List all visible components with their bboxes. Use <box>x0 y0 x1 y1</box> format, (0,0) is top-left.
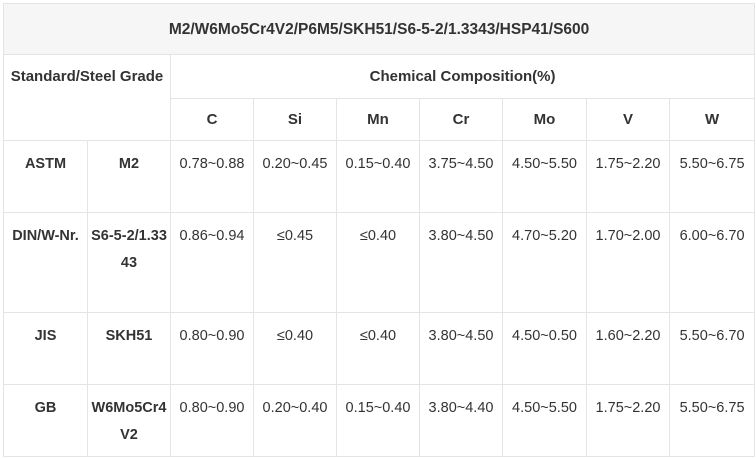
table-title: M2/W6Mo5Cr4V2/P6M5/SKH51/S6-5-2/1.3343/H… <box>2 3 756 55</box>
composition-table: M2/W6Mo5Cr4V2/P6M5/SKH51/S6-5-2/1.3343/H… <box>2 3 756 457</box>
value-cell-w: 5.50~6.75 <box>668 140 756 213</box>
value-cell-cr: 3.75~4.50 <box>419 140 503 213</box>
value-cell-c: 0.80~0.90 <box>170 384 254 457</box>
value-cell-c: 0.86~0.94 <box>170 212 254 313</box>
value-cell-si: ≤0.45 <box>253 212 337 313</box>
value-cell-v: 1.75~2.20 <box>586 384 670 457</box>
value-cell-cr: 3.80~4.40 <box>419 384 503 457</box>
grade-cell: SKH51 <box>87 312 171 385</box>
standard-cell: DIN/W-Nr. <box>3 212 88 313</box>
grade-cell: W6Mo5Cr4V2 <box>87 384 171 457</box>
value-cell-c: 0.78~0.88 <box>170 140 254 213</box>
element-header-v: V <box>586 98 670 141</box>
value-cell-si: ≤0.40 <box>253 312 337 385</box>
chemical-composition-header: Chemical Composition(%) <box>169 54 756 99</box>
element-header-mo: Mo <box>502 98 587 141</box>
element-header-w: W <box>668 98 756 141</box>
table-row: JIS SKH51 0.80~0.90 ≤0.40 ≤0.40 3.80~4.5… <box>3 312 756 385</box>
value-cell-cr: 3.80~4.50 <box>419 212 503 313</box>
value-cell-si: 0.20~0.40 <box>253 384 337 457</box>
element-header-si: Si <box>253 98 337 141</box>
value-cell-mo: 4.50~5.50 <box>502 384 587 457</box>
element-header-cr: Cr <box>419 98 503 141</box>
value-cell-w: 6.00~6.70 <box>668 212 756 313</box>
table-row: ASTM M2 0.78~0.88 0.20~0.45 0.15~0.40 3.… <box>3 140 756 213</box>
table-row: GB W6Mo5Cr4V2 0.80~0.90 0.20~0.40 0.15~0… <box>3 384 756 457</box>
value-cell-mn: ≤0.40 <box>336 212 420 313</box>
value-cell-si: 0.20~0.45 <box>253 140 337 213</box>
value-cell-w: 5.50~6.70 <box>668 312 756 385</box>
value-cell-c: 0.80~0.90 <box>170 312 254 385</box>
value-cell-mo: 4.50~5.50 <box>502 140 587 213</box>
value-cell-v: 1.70~2.00 <box>586 212 670 313</box>
grade-cell: S6-5-2/1.3343 <box>87 212 171 313</box>
composition-table-container: M2/W6Mo5Cr4V2/P6M5/SKH51/S6-5-2/1.3343/H… <box>2 3 756 457</box>
value-cell-v: 1.75~2.20 <box>586 140 670 213</box>
value-cell-v: 1.60~2.20 <box>586 312 670 385</box>
value-cell-w: 5.50~6.75 <box>668 384 756 457</box>
grade-cell: M2 <box>87 140 171 213</box>
value-cell-mo: 4.50~0.50 <box>502 312 587 385</box>
value-cell-mn: 0.15~0.40 <box>336 384 420 457</box>
standard-cell: ASTM <box>3 140 88 213</box>
value-cell-mo: 4.70~5.20 <box>502 212 587 313</box>
standard-cell: JIS <box>3 312 88 385</box>
value-cell-mn: ≤0.40 <box>336 312 420 385</box>
standard-grade-header: Standard/Steel Grade <box>3 54 171 141</box>
table-row: DIN/W-Nr. S6-5-2/1.3343 0.86~0.94 ≤0.45 … <box>3 212 756 313</box>
standard-cell: GB <box>3 384 88 457</box>
element-header-mn: Mn <box>336 98 420 141</box>
element-header-c: C <box>170 98 254 141</box>
value-cell-mn: 0.15~0.40 <box>336 140 420 213</box>
value-cell-cr: 3.80~4.50 <box>419 312 503 385</box>
